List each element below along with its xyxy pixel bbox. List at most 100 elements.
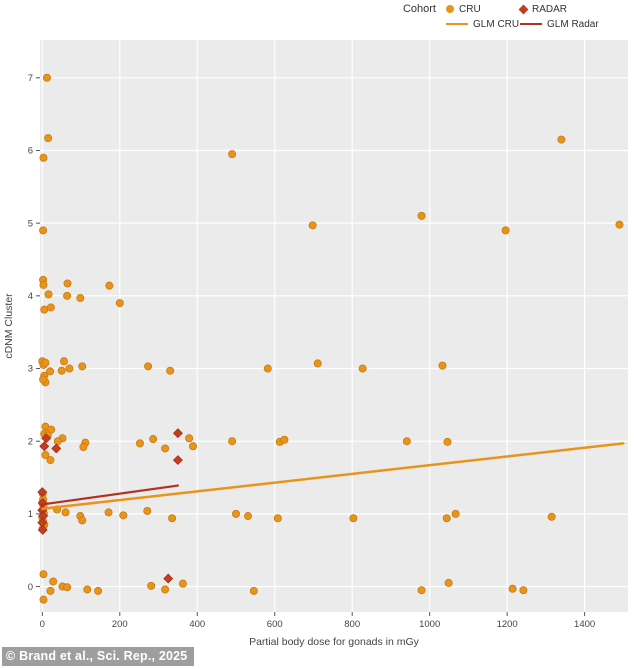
data-point-cru (349, 514, 358, 523)
y-tick-label: 7 (28, 73, 33, 84)
data-point-cru (168, 514, 177, 523)
plot-area (40, 40, 628, 612)
data-point-cru (161, 585, 170, 594)
y-tick-label: 6 (28, 146, 33, 157)
data-point-cru (451, 509, 460, 518)
data-point-cru (358, 364, 367, 373)
data-point-cru (44, 134, 53, 143)
data-point-cru (615, 220, 624, 229)
data-point-cru (185, 434, 194, 443)
data-point-radar (37, 524, 48, 535)
legend-item-radar: RADAR (518, 2, 612, 16)
data-point-cru (115, 299, 124, 308)
data-point-cru (39, 280, 48, 289)
axis-ticks (36, 77, 586, 616)
trend-line-glm-radar (41, 484, 179, 506)
data-point-cru (273, 514, 282, 523)
y-tick-label: 0 (28, 582, 33, 593)
tick-labels: 0 200 400 600 800 1000 1200 1400 0 1 2 3 4 5 6 7 (28, 73, 595, 630)
data-point-cru (78, 516, 87, 525)
legend-label-cru: CRU (459, 3, 481, 15)
data-point-cru (547, 512, 556, 521)
data-point-cru (135, 439, 144, 448)
data-point-cru (417, 211, 426, 220)
data-point-radar (172, 455, 183, 466)
data-point-cru (65, 364, 74, 373)
data-point-cru (402, 437, 411, 446)
data-point-cru (76, 294, 85, 303)
x-tick-label: 800 (344, 619, 360, 630)
data-point-cru (417, 586, 426, 595)
x-tick-label: 0 (40, 619, 45, 630)
y-tick-label: 4 (28, 291, 33, 302)
legend-item-cru: CRU (446, 2, 520, 16)
data-point-cru (94, 586, 103, 595)
data-point-cru (443, 437, 452, 446)
data-point-cru (61, 508, 70, 517)
data-point-cru (53, 437, 62, 446)
data-point-radar (37, 487, 48, 498)
data-point-cru (46, 303, 55, 312)
data-point-cru (313, 359, 322, 368)
gridlines (40, 40, 628, 612)
data-point-cru (41, 358, 50, 367)
data-point-cru (244, 512, 253, 521)
data-point-radar (39, 441, 50, 452)
data-point-cru (78, 362, 87, 371)
data-point-cru (47, 425, 56, 434)
data-point-radar (163, 573, 174, 584)
legend-item-glm-radar: GLM Radar (520, 17, 612, 31)
data-point-cru (46, 456, 55, 465)
data-point-cru (280, 435, 289, 444)
data-point-cru (39, 226, 48, 235)
data-point-cru (104, 508, 113, 517)
y-tick-label: 3 (28, 364, 33, 375)
data-point-cru (144, 362, 153, 371)
x-tick-label: 1000 (419, 619, 440, 630)
legend-label-radar: RADAR (532, 3, 568, 15)
data-point-cru (228, 150, 237, 159)
data-point-cru (105, 281, 114, 290)
legend-items: CRU RADAR GLM CRU GLM Radar (446, 2, 612, 31)
data-point-cru (46, 367, 55, 376)
data-point-radar (51, 443, 62, 454)
data-point-cru (42, 73, 51, 82)
trend-line-glm-cru (41, 442, 625, 511)
data-point-radar (172, 428, 183, 439)
cru-dot-icon (446, 5, 454, 13)
y-tick-label: 1 (28, 509, 33, 520)
glm-radar-line-icon (520, 23, 542, 25)
attribution-watermark: © Brand et al., Sci. Rep., 2025 (2, 647, 195, 666)
data-point-cru (438, 361, 447, 370)
x-axis-label: Partial body dose for gonads in mGy (249, 636, 420, 648)
data-point-cru (263, 364, 272, 373)
data-point-cru (161, 444, 170, 453)
data-point-cru (228, 437, 237, 446)
x-tick-label: 400 (189, 619, 205, 630)
data-point-cru (39, 153, 48, 162)
data-point-cru (149, 435, 158, 444)
data-point-cru (557, 135, 566, 144)
data-point-cru (189, 442, 198, 451)
data-point-cru (39, 570, 48, 579)
data-point-cru (40, 305, 49, 314)
legend: Cohort CRU RADAR GLM CRU GLM Radar (403, 2, 612, 31)
x-tick-label: 200 (112, 619, 128, 630)
data-point-cru (119, 511, 128, 520)
data-point-cru (49, 577, 58, 586)
y-tick-label: 2 (28, 436, 33, 447)
data-point-cru (60, 357, 69, 366)
data-point-cru (143, 506, 152, 515)
data-point-cru (444, 578, 453, 587)
data-point-cru (178, 579, 187, 588)
legend-label-glm-radar: GLM Radar (547, 18, 599, 30)
data-point-cru (147, 581, 156, 590)
legend-title: Cohort (402, 3, 436, 15)
x-tick-label: 1200 (497, 619, 518, 630)
data-point-cru (166, 366, 175, 375)
data-point-radar (41, 433, 52, 444)
legend-item-glm-cru: GLM CRU (446, 17, 520, 31)
data-point-cru (308, 221, 317, 230)
